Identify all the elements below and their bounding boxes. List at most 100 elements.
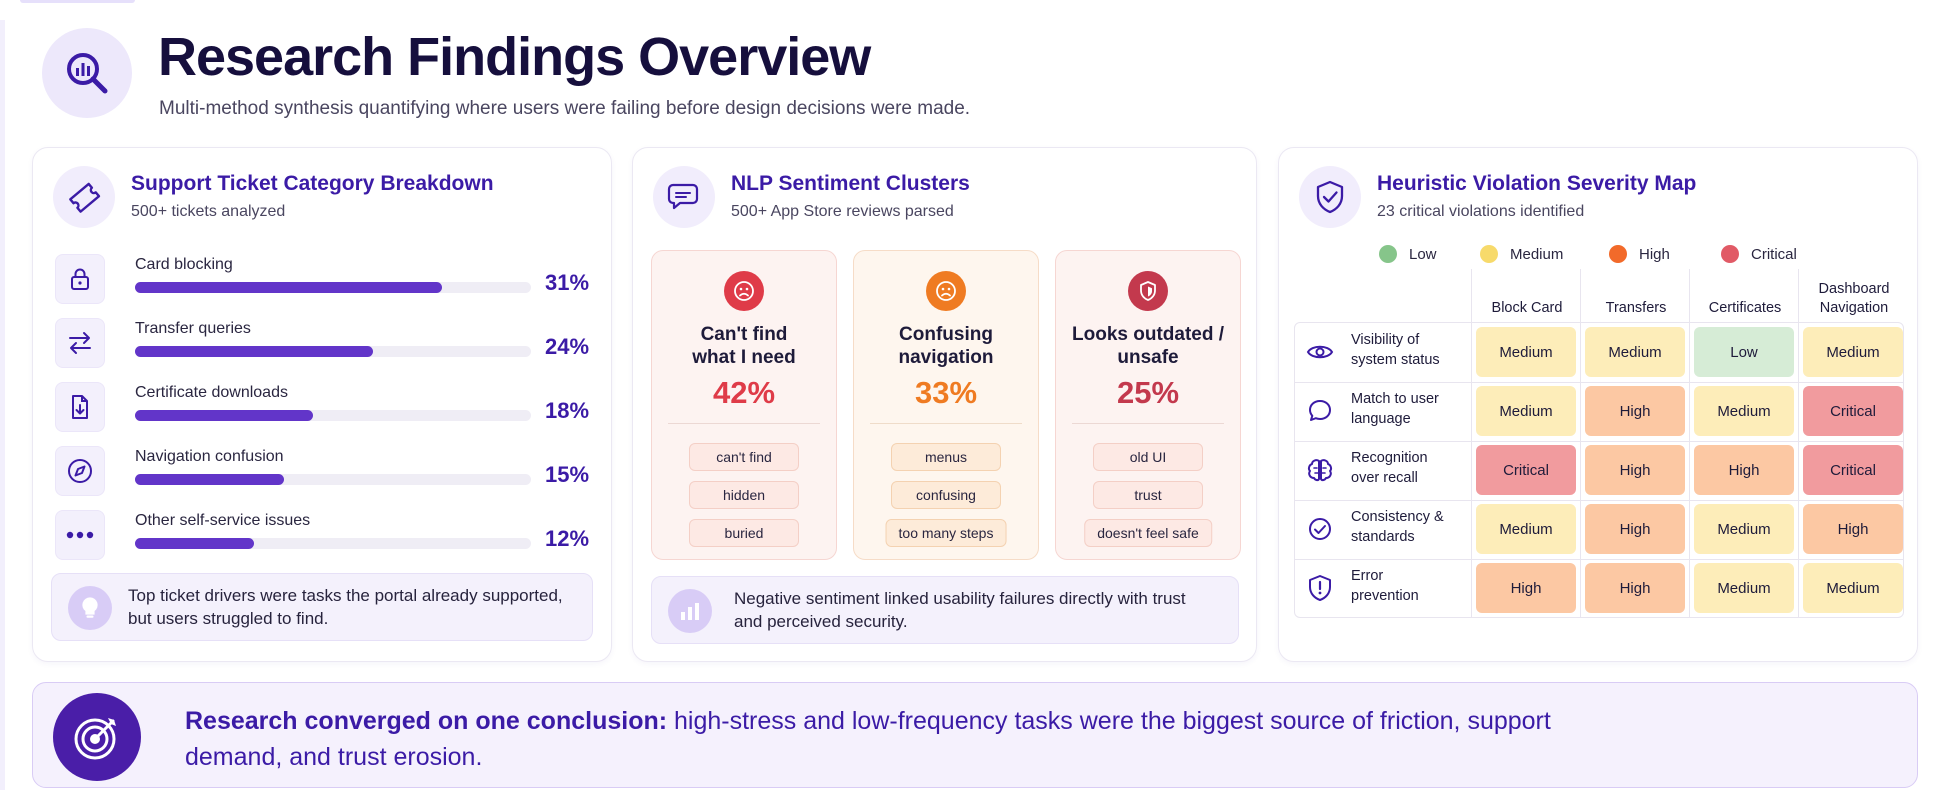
shield-check-icon [1299, 166, 1361, 228]
shield-exclamation-icon [1305, 573, 1335, 603]
compass-icon [55, 446, 105, 496]
ticket-icon [53, 166, 115, 228]
ticket-percent: 31% [545, 270, 590, 295]
ticket-percent: 24% [545, 334, 590, 359]
card-title: Heuristic Violation Severity Map [1377, 172, 1697, 195]
severity-cell: High [1585, 504, 1685, 554]
grid-line [1798, 269, 1799, 617]
brain-icon [1305, 455, 1335, 485]
severity-cell: Medium [1803, 327, 1903, 377]
left-accent-rule [0, 20, 5, 790]
legend-item-low: Low [1379, 245, 1437, 263]
sentiment-clusters-card: NLP Sentiment Clusters 500+ App Store re… [632, 147, 1257, 662]
ticket-bar-fill [135, 410, 314, 421]
severity-cell: Medium [1694, 504, 1794, 554]
severity-cell: Medium [1585, 327, 1685, 377]
cluster-title: Looks outdated / unsafe [1072, 324, 1224, 369]
heuristic-severity-card: Heuristic Violation Severity Map 23 crit… [1278, 147, 1918, 662]
severity-cell: Critical [1803, 386, 1903, 436]
severity-cell: Medium [1476, 504, 1576, 554]
lock-icon [55, 254, 105, 304]
ticket-bar-track [135, 346, 531, 357]
keyword-chip: too many steps [885, 519, 1007, 547]
heuristic-row-label: Error prevention [1295, 559, 1471, 618]
sentiment-cluster: Confusing navigation 33% menus confusing … [853, 250, 1039, 560]
document-download-icon [55, 382, 105, 432]
speech-bubble-icon [1305, 396, 1335, 426]
severity-cell: Medium [1694, 386, 1794, 436]
callout-text: Top ticket drivers were tasks the portal… [128, 586, 563, 628]
ticket-insight-callout: Top ticket drivers were tasks the portal… [51, 573, 593, 641]
grid-line [1295, 382, 1903, 383]
cluster-percent: 25% [1116, 375, 1180, 410]
page-title: Research Findings Overview [158, 27, 871, 87]
shield-alert-icon [1128, 271, 1168, 311]
heuristic-row-label: Recognition over recall [1295, 441, 1471, 500]
ticket-label: Navigation confusion [135, 448, 284, 465]
grid-line [1580, 269, 1581, 617]
keyword-chip: hidden [689, 481, 799, 509]
grid-line [1295, 500, 1903, 501]
target-icon [53, 693, 141, 781]
more-dots-icon [55, 510, 105, 560]
keyword-chip: confusing [891, 481, 1001, 509]
severity-cell: High [1585, 386, 1685, 436]
ticket-bar-track [135, 538, 531, 549]
legend-item-high: High [1609, 245, 1670, 263]
ticket-bar-fill [135, 282, 442, 293]
cluster-percent: 33% [914, 375, 978, 410]
cluster-title: Confusing navigation [898, 324, 994, 369]
divider [870, 423, 1022, 424]
grid-line [1295, 559, 1903, 560]
column-header: Transfers [1605, 300, 1667, 317]
severity-legend: Low Medium High Critical [1379, 245, 1899, 269]
ticket-percent: 18% [545, 398, 590, 423]
keyword-chip: doesn't feel safe [1084, 519, 1212, 547]
severity-cell: High [1476, 563, 1576, 613]
column-header: Block Card [1491, 300, 1563, 317]
keyword-chip: menus [891, 443, 1001, 471]
legend-item-medium: Medium [1480, 245, 1563, 263]
card-subtitle: 23 critical violations identified [1377, 203, 1585, 220]
card-title: NLP Sentiment Clusters [731, 172, 970, 195]
callout-text: Negative sentiment linked usability fail… [734, 589, 1186, 631]
page-subtitle: Multi-method synthesis quantifying where… [159, 98, 971, 119]
heuristic-row-label: Visibility of system status [1295, 323, 1471, 382]
sad-face-icon [724, 271, 764, 311]
heatmap-grid: Visibility of system status Match to user… [1294, 269, 1904, 618]
conclusion-text: Research converged on one conclusion: hi… [185, 707, 1551, 772]
ticket-bar-track [135, 474, 531, 485]
divider [668, 423, 820, 424]
keyword-chip: buried [689, 519, 799, 547]
ticket-label: Transfer queries [135, 320, 251, 337]
grid-line [1689, 269, 1690, 617]
eye-icon [1305, 337, 1335, 367]
lightbulb-icon [68, 586, 112, 630]
ticket-percent: 15% [545, 462, 590, 487]
page-header: Research Findings Overview Multi-method … [42, 27, 1902, 128]
grid-line [1471, 269, 1472, 617]
keyword-chip: can't find [689, 443, 799, 471]
keyword-chip: old UI [1093, 443, 1203, 471]
ticket-bar-track [135, 282, 531, 293]
support-ticket-card: Support Ticket Category Breakdown 500+ t… [32, 147, 612, 662]
ticket-row-transfer-queries: Transfer queries 24% [55, 318, 595, 374]
heuristic-row-label: Match to user language [1295, 382, 1471, 441]
card-subtitle: 500+ App Store reviews parsed [731, 203, 954, 220]
severity-cell: High [1694, 445, 1794, 495]
sentiment-insight-callout: Negative sentiment linked usability fail… [651, 576, 1239, 644]
severity-cell: Critical [1476, 445, 1576, 495]
ticket-bar-fill [135, 538, 254, 549]
column-header: Certificates [1708, 300, 1782, 317]
severity-cell: Critical [1803, 445, 1903, 495]
severity-cell: Medium [1803, 563, 1903, 613]
severity-cell: Medium [1476, 386, 1576, 436]
cluster-percent: 42% [712, 375, 776, 410]
ticket-label: Card blocking [135, 256, 233, 273]
ticket-bar-track [135, 410, 531, 421]
conclusion-banner: Research converged on one conclusion: hi… [32, 682, 1918, 788]
sentiment-cluster: Can't find what I need 42% can't find hid… [651, 250, 837, 560]
card-subtitle: 500+ tickets analyzed [131, 203, 286, 220]
severity-cell: Medium [1476, 327, 1576, 377]
ticket-label: Certificate downloads [135, 384, 288, 401]
